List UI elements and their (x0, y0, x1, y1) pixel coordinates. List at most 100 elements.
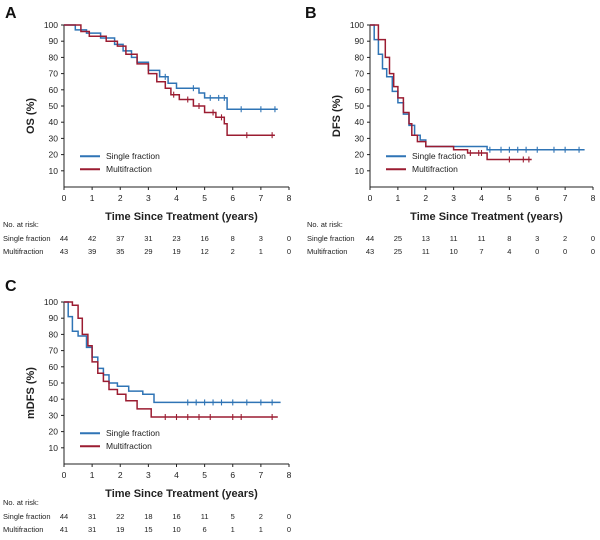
risk-count: 0 (287, 525, 291, 534)
risk-table: No. at risk: Single fraction 44 25 13 11 11 8 3 2… (307, 220, 595, 256)
risk-count: 0 (287, 247, 291, 256)
risk-row-label: Single fraction (3, 234, 51, 243)
x-tick-label: 3 (146, 470, 151, 480)
y-tick-label: 100 (350, 20, 364, 30)
y-axis-title: OS (%) (25, 98, 37, 134)
y-tick-label: 50 (355, 101, 365, 111)
risk-count: 44 (366, 234, 374, 243)
risk-row-label: Single fraction (3, 512, 51, 521)
risk-count: 18 (144, 512, 152, 521)
x-tick-label: 0 (62, 193, 67, 203)
y-tick-label: 40 (355, 117, 365, 127)
y-tick-label: 80 (355, 52, 365, 62)
risk-count: 2 (563, 234, 567, 243)
x-axis-title: Time Since Treatment (years) (105, 488, 258, 500)
risk-count: 25 (394, 234, 402, 243)
km-curve-single (370, 24, 585, 151)
km-curve-single (64, 301, 281, 404)
y-axis-title: mDFS (%) (25, 367, 37, 419)
risk-table: No. at risk:Single fraction 44 31 22 18 16 11 5… (3, 498, 291, 534)
y-tick-label: 60 (49, 362, 59, 372)
km-curve-multi (64, 301, 278, 418)
risk-count: 11 (450, 234, 458, 243)
risk-count: 11 (422, 247, 430, 256)
panel-label: B (305, 5, 317, 22)
risk-table-header: No. at risk: (3, 498, 39, 507)
x-tick-label: 8 (591, 193, 596, 203)
risk-count: 0 (287, 234, 291, 243)
x-tick-label: 4 (174, 470, 179, 480)
risk-count: 2 (231, 247, 235, 256)
x-tick-label: 0 (62, 470, 67, 480)
x-tick-label: 0 (368, 193, 373, 203)
y-tick-label: 70 (355, 69, 365, 79)
risk-count: 0 (563, 247, 567, 256)
legend-label: Single fraction (106, 428, 160, 438)
y-tick-label: 80 (49, 329, 59, 339)
x-tick-label: 7 (563, 193, 568, 203)
x-tick-label: 5 (507, 193, 512, 203)
risk-table-header: No. at risk: (307, 220, 343, 229)
km-curve-multi (64, 24, 275, 136)
risk-count: 25 (394, 247, 402, 256)
x-tick-label: 7 (259, 470, 264, 480)
risk-row-label: Single fraction (307, 234, 355, 243)
risk-count: 8 (507, 234, 511, 243)
x-tick-label: 2 (118, 193, 123, 203)
legend-label: Single fraction (106, 151, 160, 161)
risk-count: 29 (144, 247, 152, 256)
risk-count: 3 (535, 234, 539, 243)
y-tick-label: 80 (49, 52, 59, 62)
risk-count: 10 (449, 247, 457, 256)
risk-count: 41 (60, 525, 68, 534)
risk-count: 39 (88, 247, 96, 256)
risk-count: 37 (116, 234, 124, 243)
x-tick-label: 8 (287, 470, 292, 480)
y-tick-label: 10 (49, 166, 59, 176)
risk-table: No. at risk:Single fraction 44 42 37 31 23 16 8… (3, 220, 291, 256)
risk-count: 3 (259, 234, 263, 243)
risk-count: 10 (172, 525, 180, 534)
risk-count: 16 (172, 512, 180, 521)
risk-count: 1 (259, 247, 263, 256)
x-tick-label: 2 (423, 193, 428, 203)
risk-count: 43 (366, 247, 374, 256)
y-tick-label: 100 (44, 297, 58, 307)
x-tick-label: 7 (259, 193, 264, 203)
y-tick-label: 20 (355, 150, 365, 160)
risk-count: 4 (507, 247, 511, 256)
risk-count: 0 (535, 247, 539, 256)
risk-count: 16 (200, 234, 208, 243)
x-tick-label: 6 (535, 193, 540, 203)
x-tick-label: 6 (230, 470, 235, 480)
x-tick-label: 5 (202, 470, 207, 480)
legend-label: Single fraction (412, 151, 466, 161)
x-tick-label: 1 (90, 193, 95, 203)
y-tick-label: 20 (49, 150, 59, 160)
risk-count: 7 (479, 247, 483, 256)
x-tick-label: 8 (287, 193, 292, 203)
legend-label: Multifraction (106, 441, 152, 451)
y-axis-title: DFS (%) (331, 95, 343, 138)
x-tick-label: 3 (146, 193, 151, 203)
y-tick-label: 90 (49, 313, 59, 323)
x-tick-label: 4 (479, 193, 484, 203)
y-tick-label: 50 (49, 101, 59, 111)
risk-count: 6 (203, 525, 207, 534)
risk-count: 11 (478, 234, 486, 243)
y-tick-label: 70 (49, 346, 59, 356)
risk-row-label: Multifraction (3, 525, 43, 534)
y-tick-label: 10 (355, 166, 365, 176)
risk-count: 1 (259, 525, 263, 534)
risk-table-header: No. at risk: (3, 220, 39, 229)
risk-count: 35 (116, 247, 124, 256)
risk-count: 42 (88, 234, 96, 243)
x-tick-label: 4 (174, 193, 179, 203)
y-tick-label: 40 (49, 117, 59, 127)
risk-count: 5 (231, 512, 235, 521)
y-tick-label: 60 (49, 85, 59, 95)
risk-count: 0 (591, 234, 595, 243)
